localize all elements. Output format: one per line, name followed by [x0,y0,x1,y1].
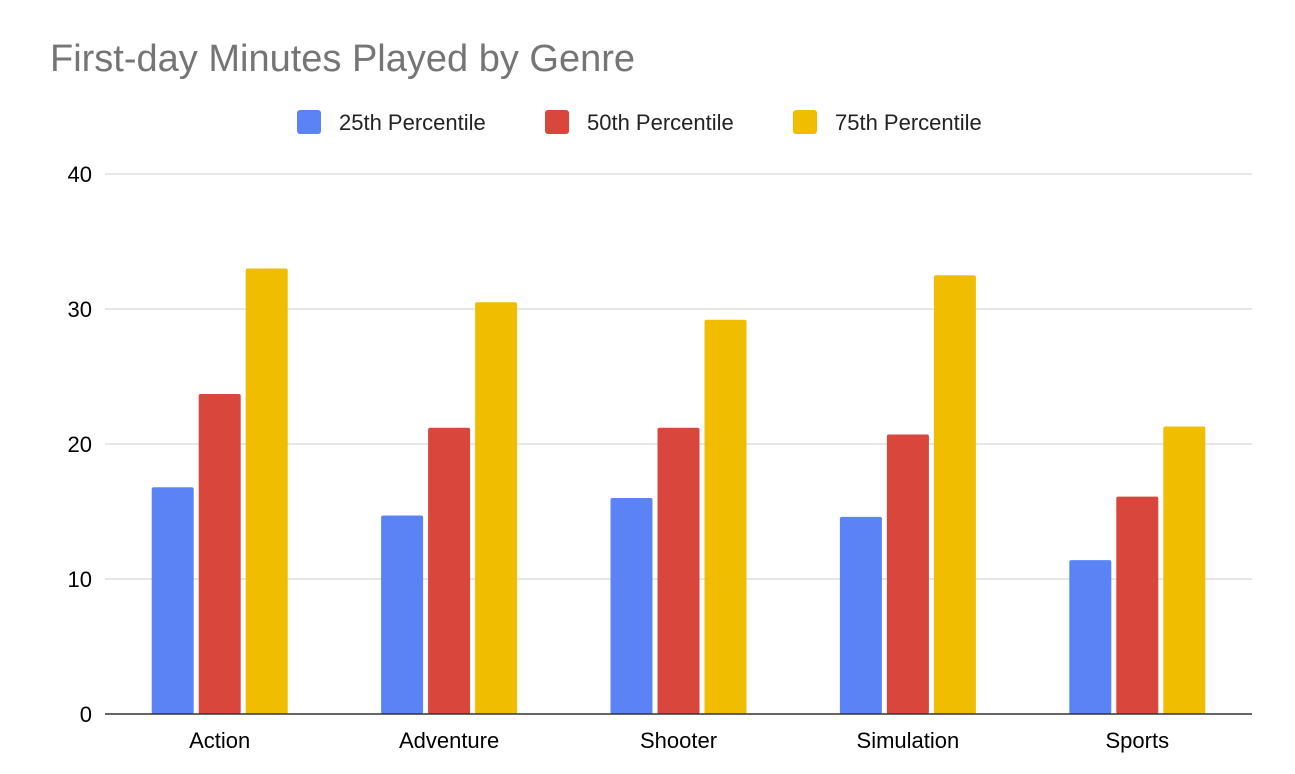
legend-swatch [793,110,817,134]
y-tick-label: 10 [68,567,92,592]
x-tick-label: Action [189,728,250,753]
x-tick-label: Simulation [857,728,960,753]
bar [1069,560,1112,714]
bar [428,427,471,714]
bar [839,516,882,714]
y-tick-label: 0 [80,702,92,727]
legend: 25th Percentile 50th Percentile 75th Perce… [297,110,982,135]
bar [1116,496,1159,714]
axes: 0 10 20 30 40 Action Adventure Shooter Simulatio… [68,162,1252,753]
x-tick-label: Shooter [640,728,717,753]
bar [475,302,518,714]
chart-title: First-day Minutes Played by Genre [50,38,636,80]
y-tick-label: 40 [68,162,92,187]
legend-label: 25th Percentile [339,110,486,135]
bar [1163,426,1206,714]
y-tick-label: 30 [68,297,92,322]
legend-label: 75th Percentile [835,110,982,135]
bar [657,427,700,714]
bar [151,487,194,714]
bar [381,515,424,714]
bar [198,394,241,714]
bar [610,498,653,714]
legend-swatch [545,110,569,134]
legend-swatch [297,110,321,134]
x-tick-label: Adventure [399,728,499,753]
y-tick-label: 20 [68,432,92,457]
legend-label: 50th Percentile [587,110,734,135]
bar [704,319,747,714]
x-tick-label: Sports [1106,728,1170,753]
bars [151,268,1206,714]
bar [245,268,288,714]
bar [886,434,929,714]
bar [933,275,976,714]
